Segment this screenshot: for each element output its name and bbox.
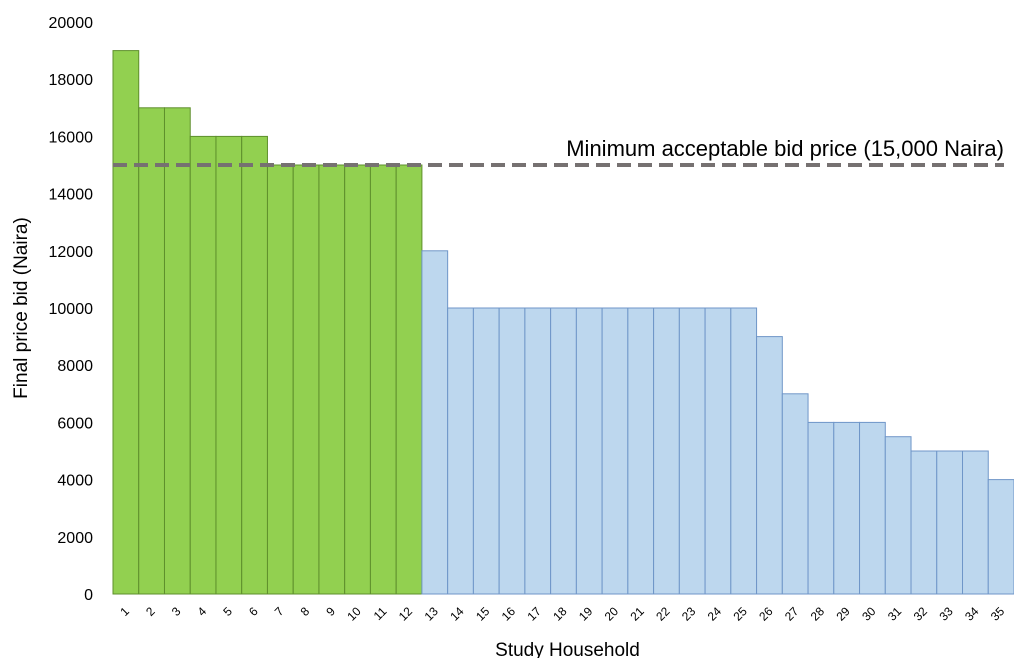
x-tick-label: 35 <box>988 604 1008 624</box>
bar <box>884 436 912 595</box>
bar <box>318 164 346 595</box>
bar <box>344 164 371 595</box>
bar <box>704 307 732 595</box>
x-tick-label: 32 <box>911 604 931 624</box>
bar <box>653 307 680 595</box>
bar <box>524 307 552 595</box>
bar <box>369 164 397 595</box>
x-tick-label: 24 <box>705 604 725 624</box>
x-tick-label: 19 <box>576 604 596 624</box>
bar <box>833 421 861 595</box>
bar <box>112 50 140 595</box>
x-tick-label: 28 <box>808 604 828 624</box>
x-axis-title: Study Household <box>495 640 640 658</box>
x-tick-label: 1 <box>117 604 132 619</box>
bar <box>550 307 577 595</box>
bar <box>756 336 783 595</box>
x-tick-label: 17 <box>525 604 545 624</box>
bar <box>781 393 809 595</box>
x-tick-label: 12 <box>396 604 416 624</box>
y-tick-label: 20000 <box>49 15 94 32</box>
bar <box>962 450 989 595</box>
x-tick-label: 20 <box>602 604 622 624</box>
x-tick-label: 18 <box>550 604 570 624</box>
y-tick-label: 6000 <box>57 415 93 432</box>
x-tick-label: 26 <box>756 604 776 624</box>
bar <box>678 307 706 595</box>
bar <box>241 135 268 595</box>
x-tick-label: 27 <box>782 604 802 624</box>
x-tick-label: 23 <box>679 604 699 624</box>
y-axis-ticks: 0 2000 4000 6000 8000 10000 12000 14000 16000 180… <box>49 15 94 604</box>
bar <box>447 307 474 595</box>
x-tick-label: 5 <box>220 604 235 619</box>
y-axis-title: Final price bid (Naira) <box>11 217 32 399</box>
bar <box>910 450 938 595</box>
y-tick-label: 0 <box>84 587 93 604</box>
bar <box>189 135 217 595</box>
x-tick-label: 14 <box>447 604 467 624</box>
bar <box>292 164 320 595</box>
bar <box>498 307 526 595</box>
y-tick-label: 12000 <box>49 244 94 261</box>
x-tick-label: 8 <box>298 604 313 619</box>
bar <box>395 164 423 595</box>
x-tick-label: 21 <box>628 604 648 624</box>
x-axis-ticks: 1 2 3 4 5 6 7 8 9 10 11 12 13 14 15 16 17 18 19 20 21 22 23 24 2… <box>117 604 1007 624</box>
bar <box>730 307 758 595</box>
x-tick-label: 9 <box>323 604 338 619</box>
x-tick-label: 10 <box>344 604 364 624</box>
bar <box>987 479 1014 595</box>
y-tick-label: 4000 <box>57 473 93 490</box>
bar <box>807 421 835 595</box>
x-tick-label: 25 <box>730 604 750 624</box>
bar <box>421 250 449 595</box>
x-tick-label: 29 <box>833 604 853 624</box>
y-tick-label: 8000 <box>57 358 93 375</box>
bar <box>472 307 500 595</box>
x-tick-label: 2 <box>143 604 158 619</box>
bar <box>215 135 243 595</box>
y-tick-label: 16000 <box>49 129 94 146</box>
bar <box>575 307 603 595</box>
x-tick-label: 16 <box>499 604 519 624</box>
y-tick-label: 2000 <box>57 530 93 547</box>
y-tick-label: 18000 <box>49 72 94 89</box>
x-tick-label: 30 <box>859 604 879 624</box>
reference-line-label: Minimum acceptable bid price (15,000 Nai… <box>566 136 1004 161</box>
x-tick-label: 31 <box>885 604 905 624</box>
bar <box>859 421 886 595</box>
bars <box>112 50 1014 595</box>
y-tick-label: 14000 <box>49 187 94 204</box>
bar <box>627 307 655 595</box>
x-tick-label: 33 <box>936 604 956 624</box>
bar <box>138 107 165 595</box>
x-tick-label: 11 <box>371 604 390 623</box>
x-tick-label: 34 <box>962 604 982 624</box>
x-tick-label: 13 <box>422 604 442 624</box>
bar <box>601 307 629 595</box>
x-tick-label: 6 <box>246 604 261 619</box>
bar <box>163 107 191 595</box>
x-tick-label: 3 <box>169 604 184 619</box>
x-tick-label: 4 <box>195 604 210 619</box>
x-tick-label: 7 <box>272 604 287 619</box>
bar <box>936 450 964 595</box>
x-tick-label: 15 <box>473 604 493 624</box>
bar <box>266 164 294 595</box>
y-tick-label: 10000 <box>49 301 94 318</box>
x-tick-label: 22 <box>653 604 673 624</box>
